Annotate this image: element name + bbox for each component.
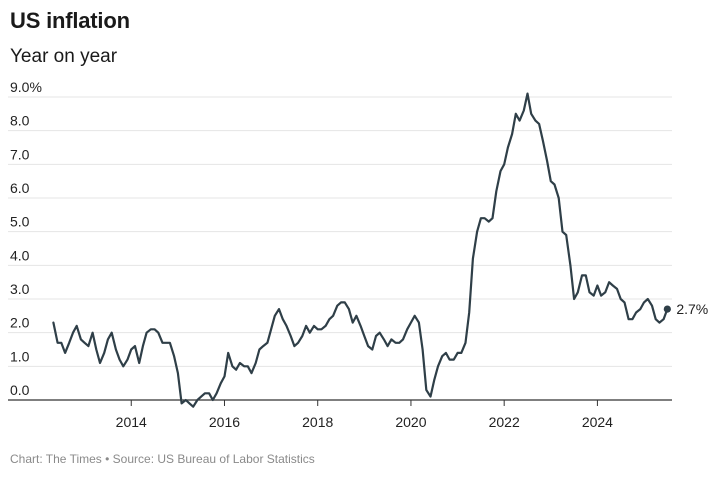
x-tick-label: 2022 [489, 414, 520, 430]
y-tick-label: 4.0 [10, 247, 30, 263]
end-point-marker [663, 305, 671, 313]
chart-title: US inflation [10, 8, 130, 33]
inflation-line [52, 92, 669, 408]
source-note: Chart: The Times • Source: US Bureau of … [10, 452, 315, 466]
x-tick-label: 2024 [582, 414, 613, 430]
series-layer [52, 92, 669, 408]
end-value-label: 2.7% [676, 301, 708, 317]
y-tick-label: 6.0 [10, 180, 30, 196]
chart-subtitle: Year on year [10, 46, 118, 67]
y-tick-label: 5.0 [10, 214, 30, 230]
x-tick-label: 2016 [209, 414, 240, 430]
y-tick-label: 9.0% [10, 79, 42, 95]
y-tick-label: 3.0 [10, 281, 30, 297]
y-tick-label: 1.0 [10, 348, 30, 364]
y-tick-label: 0.0 [10, 382, 30, 398]
y-tick-label: 7.0 [10, 146, 30, 162]
x-axis-ticks: 2014 2016 2018 2020 2022 2024 [116, 400, 613, 430]
gridlines [8, 96, 672, 401]
x-tick-label: 2014 [116, 414, 147, 430]
y-tick-label: 8.0 [10, 113, 30, 129]
x-tick-label: 2020 [395, 414, 426, 430]
y-tick-label: 2.0 [10, 315, 30, 331]
x-tick-label: 2018 [302, 414, 333, 430]
y-axis-ticks: 0.0 1.0 2.0 3.0 4.0 5.0 6.0 7.0 8.0 9.0% [10, 79, 42, 398]
end-point-layer: 2.7% [663, 301, 708, 317]
